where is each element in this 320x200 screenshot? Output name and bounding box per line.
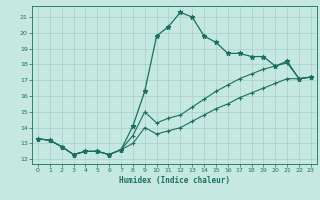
X-axis label: Humidex (Indice chaleur): Humidex (Indice chaleur) xyxy=(119,176,230,185)
